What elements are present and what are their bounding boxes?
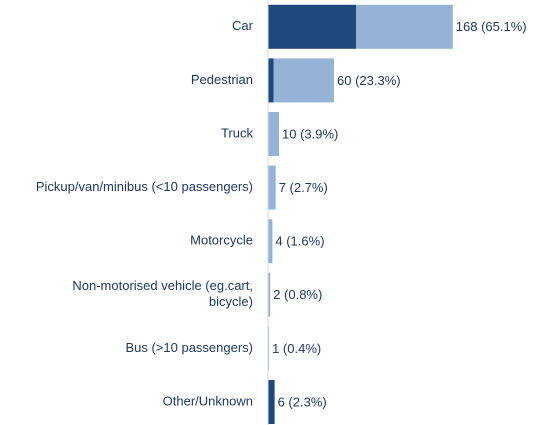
bar-segment xyxy=(268,326,270,371)
bar-segment xyxy=(268,272,271,317)
bar-segment xyxy=(268,4,356,49)
value-label: 10 (3.9%) xyxy=(282,126,338,141)
bar-segment xyxy=(268,58,274,103)
bar-segment xyxy=(268,165,276,210)
value-label: 7 (2.7%) xyxy=(279,180,328,195)
category-label-line: bicycle) xyxy=(209,294,253,309)
category-label: Bus (>10 passengers) xyxy=(125,340,253,355)
bar-segment xyxy=(268,112,279,156)
value-label: 2 (0.8%) xyxy=(273,287,322,302)
value-label: 60 (23.3%) xyxy=(337,73,401,88)
category-label: Pedestrian xyxy=(191,72,253,87)
bar-segment xyxy=(268,380,275,424)
category-label: Other/Unknown xyxy=(163,393,253,408)
bar-segment xyxy=(268,219,273,264)
category-label: Motorcycle xyxy=(190,233,253,248)
value-label: 4 (1.6%) xyxy=(275,234,324,249)
category-label: Truck xyxy=(221,125,254,140)
category-label: Non-motorised vehicle (eg.cart, bicycle) xyxy=(72,278,253,309)
category-label: Car xyxy=(232,18,254,33)
category-label: Pickup/van/minibus (<10 passengers) xyxy=(36,179,253,194)
value-label: 6 (2.3%) xyxy=(278,394,327,409)
category-label-line: Non-motorised vehicle (eg.cart, xyxy=(72,278,253,293)
value-label: 168 (65.1%) xyxy=(456,19,527,34)
bar-segment xyxy=(356,4,453,49)
bar-segment xyxy=(273,58,334,103)
value-label: 1 (0.4%) xyxy=(272,341,321,356)
